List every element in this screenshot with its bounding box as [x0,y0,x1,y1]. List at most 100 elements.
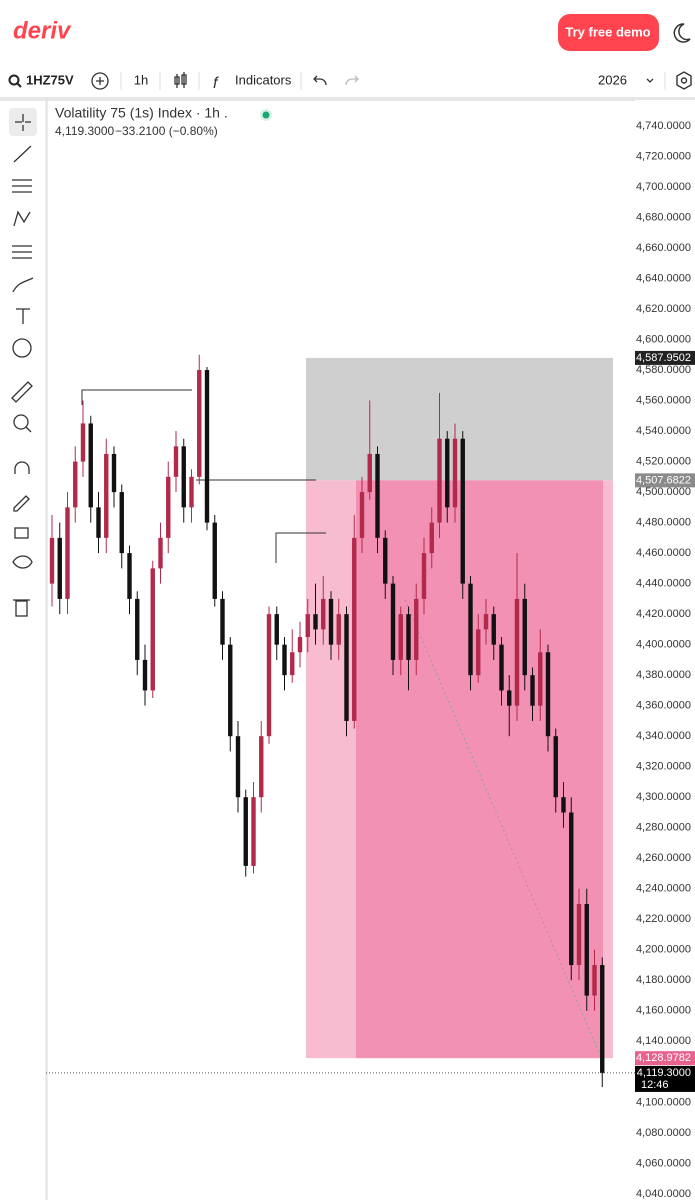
candle-body [476,629,481,676]
candle-body [383,537,388,584]
add-icon [96,77,104,85]
candle-body [73,461,78,508]
logo[interactable]: deriv [13,17,72,44]
candle-body [158,537,163,569]
interval[interactable]: 1h [134,72,148,87]
y-tick-label: 4,700.0000 [636,181,691,193]
y-tick-label: 4,680.0000 [636,211,691,223]
chart-type-icon[interactable] [174,72,187,88]
candle-body [142,659,148,691]
year[interactable]: 2026 [598,72,627,87]
candle-body [429,522,434,554]
y-tick-label: 4,280.0000 [636,822,691,834]
candle-body [181,446,186,508]
candle-body [80,423,86,462]
candle-body [166,476,171,538]
candle-body [499,644,504,691]
symbol[interactable]: 1HZ75V [26,72,74,87]
demo-button-label[interactable]: Try free demo [565,24,650,39]
y-tick-label: 4,420.0000 [636,608,691,620]
y-tick-label: 4,060.0000 [636,1157,691,1169]
y-tick-label: 4,440.0000 [636,578,691,590]
price-marker-label: 4,507.6822 [636,474,691,486]
y-tick-label: 4,720.0000 [636,150,691,162]
search-icon [16,82,22,88]
indicators[interactable]: Indicators [235,72,292,87]
candle-body [600,965,605,1073]
candle-body [592,965,597,996]
candle-body [235,736,241,798]
candle-body [507,690,512,706]
candle-body [104,453,109,538]
candle-body [57,537,62,599]
candle-body [150,568,155,691]
candle-body [119,492,124,554]
candle-body [460,438,465,584]
search-icon[interactable] [8,74,20,86]
y-tick-label: 4,540.0000 [636,425,691,437]
y-tick-label: 4,240.0000 [636,883,691,895]
y-tick-label: 4,480.0000 [636,517,691,529]
candle-body [538,652,543,706]
candle-body [297,637,303,653]
candle-body [212,522,217,599]
candle-body [204,370,210,523]
y-tick-label: 4,380.0000 [636,669,691,681]
demo-button[interactable] [558,14,659,51]
y-tick-label: 4,560.0000 [636,394,691,406]
y-tick-label: 4,520.0000 [636,455,691,467]
price-marker [635,350,695,365]
candle-body [305,614,310,638]
candle-body [111,453,117,493]
candle-body [321,598,326,630]
fx-icon[interactable]: f [213,75,219,92]
candle-body [452,438,458,508]
y-tick-label: 4,340.0000 [636,730,691,742]
settings[interactable] [676,71,692,90]
candle-body [259,736,264,798]
candle-body [65,507,70,599]
candle-body [96,507,101,538]
y-tick-label: 4,260.0000 [636,852,691,864]
y-tick-label: 4,660.0000 [636,242,691,254]
tool-icons[interactable] [11,145,34,617]
y-tick-label: 4,620.0000 [636,303,691,315]
candle-body [313,614,318,630]
plot: 4,740.0000 4,720.0000 4,700.0000 4,680.0000… [46,100,695,1200]
candle-body [127,553,132,599]
dropdown[interactable] [646,78,654,83]
status-dot [262,111,270,119]
y-tick-label: 4,360.0000 [636,700,691,712]
theme-toggle[interactable] [673,23,691,43]
y-tick-label: 4,300.0000 [636,791,691,803]
y-tick-label: 4,740.0000 [636,120,691,132]
level-line [81,389,192,405]
candle-body [445,438,450,508]
y-tick-label: 4,200.0000 [636,944,691,956]
price-axis [635,100,695,1200]
price-marker [635,1051,695,1066]
candle-body [197,370,202,477]
candle-body [584,904,589,996]
price-marker-label: 4,128.9782 [636,1052,691,1064]
candle-body [530,675,535,706]
y-tick-label: 4,040.0000 [636,1188,691,1200]
candle-body [468,583,473,676]
redo[interactable] [345,75,359,86]
candle-body [375,453,380,538]
y-tick-label: 4,180.0000 [636,974,691,986]
y-tick-label: 4,580.0000 [636,364,691,376]
y-tick-label: 4,400.0000 [636,639,691,651]
crosshair-tool [15,114,31,131]
y-tick-label: 4,600.0000 [636,333,691,345]
add-icon[interactable] [91,72,109,90]
candle-body [49,537,55,584]
y-tick-label: 4,500.0000 [636,486,691,498]
countdown: 12:46 [641,1079,669,1091]
candle-body [553,736,558,798]
candle-body [514,598,520,706]
undo[interactable] [313,75,327,86]
candle-body [437,438,442,523]
last-price: 4,119.3000 [55,124,114,138]
candle-body [414,598,419,660]
